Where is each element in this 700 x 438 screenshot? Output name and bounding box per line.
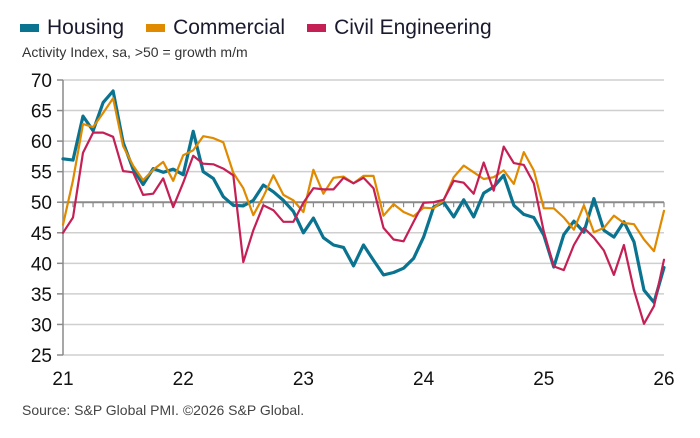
- y-tick-label: 70: [31, 71, 52, 92]
- y-tick-label: 40: [31, 254, 52, 275]
- y-tick-label: 35: [31, 285, 52, 306]
- y-tick-label: 30: [31, 315, 52, 336]
- x-tick-label: 26: [653, 369, 674, 390]
- tick-labels: 25 30 35 40 45 50 55 60 65 70 21 22 23 24 25 26: [31, 71, 675, 390]
- chart-subtitle: Activity Index, sa, >50 = growth m/m: [22, 44, 248, 60]
- legend-item-housing: Housing: [20, 16, 124, 40]
- x-tick-label: 22: [173, 369, 194, 390]
- series-line-housing: [61, 89, 666, 304]
- axes: [57, 79, 665, 356]
- legend-swatch-housing: [20, 24, 39, 32]
- x-tick-label: 21: [52, 369, 73, 390]
- x-tick-label: 25: [533, 369, 554, 390]
- y-tick-label: 25: [31, 346, 52, 367]
- y-tick-label: 50: [31, 193, 52, 214]
- legend-label-civil-engineering: Civil Engineering: [334, 16, 492, 39]
- x-tick-label: 23: [293, 369, 314, 390]
- gridlines: [63, 79, 664, 356]
- y-tick-label: 65: [31, 102, 52, 123]
- series-lines: [61, 89, 666, 325]
- series-line-commercial: [61, 97, 666, 253]
- y-tick-label: 45: [31, 224, 52, 245]
- legend-swatch-commercial: [146, 24, 166, 32]
- legend-item-commercial: Commercial: [146, 16, 285, 40]
- legend-swatch-civil-engineering: [307, 24, 327, 32]
- source-note: Source: S&P Global PMI. ©2026 S&P Global…: [22, 402, 305, 418]
- legend-item-civil-engineering: Civil Engineering: [307, 16, 492, 40]
- legend-label-housing: Housing: [47, 16, 125, 39]
- legend-label-commercial: Commercial: [173, 16, 286, 39]
- x-tick-label: 24: [413, 369, 435, 390]
- y-tick-label: 60: [31, 132, 52, 153]
- series-line-civil-engineering: [61, 131, 666, 325]
- chart-legend: Housing Commercial Civil Engineering: [20, 16, 514, 40]
- y-tick-label: 55: [31, 163, 52, 184]
